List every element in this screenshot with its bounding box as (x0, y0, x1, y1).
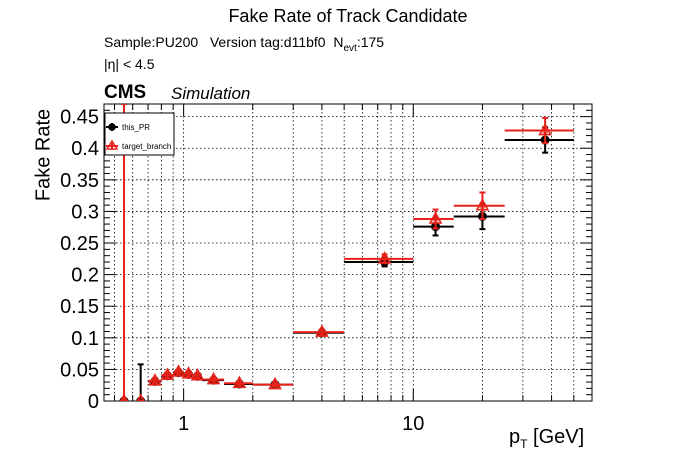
data-point-overlay (184, 370, 193, 378)
x-axis-label-main: p (509, 426, 521, 448)
nevt-symbol: N (333, 34, 344, 50)
nevt-subscript: evt (343, 42, 357, 54)
series-target_branch (119, 104, 574, 401)
y-tick-label: 0.4 (71, 138, 99, 160)
chart-subtitle: Sample:PU200 Version tag:d11bf0 Nevt:175 (104, 34, 384, 54)
cms-label: CMS (104, 82, 147, 103)
legend: this_PR target_branch (104, 112, 175, 156)
y-tick-label: 0.35 (60, 170, 99, 192)
data-point-overlay (478, 202, 487, 210)
data-point-overlay (209, 375, 218, 384)
data-point-overlay (271, 380, 279, 389)
data-point-overlay (318, 328, 326, 336)
chart-title: Fake Rate of Track Candidate (228, 6, 468, 26)
y-tick-label: 0.1 (71, 328, 99, 350)
y-tick-label: 0.2 (71, 265, 99, 287)
x-tick-label: 1 (178, 413, 189, 435)
plot-frame (103, 103, 593, 402)
data-point-overlay (381, 255, 389, 263)
x-axis-label-unit: [GeV] (527, 426, 585, 448)
eta-cut-label: |η| < 4.5 (104, 56, 155, 72)
legend-label: this_PR (122, 123, 150, 132)
legend-marker (108, 123, 116, 131)
data-point-overlay (137, 397, 145, 401)
data-point-overlay (120, 397, 128, 401)
y-tick-label: 0.15 (60, 296, 99, 318)
y-tick-label: 0.25 (60, 233, 99, 255)
version-tag-label: Version tag:d11bf0 (209, 34, 326, 50)
y-tick-label: 0.45 (60, 107, 99, 129)
x-axis-label-sub: T (520, 437, 528, 451)
data-point-overlay (431, 215, 440, 223)
sample-label: Sample:PU200 (104, 34, 199, 50)
y-tick-label: 0.3 (71, 201, 99, 223)
simulation-label: Simulation (171, 84, 251, 103)
data-point-overlay (151, 377, 159, 385)
x-axis-label: pT [GeV] (509, 426, 584, 451)
legend-label: target_branch (122, 142, 171, 151)
x-tick-label: 10 (402, 413, 424, 435)
legend-marker (105, 139, 119, 150)
series-this_PR (119, 126, 574, 401)
y-tick-label: 0 (88, 391, 99, 413)
nevt-value: :175 (356, 34, 385, 50)
data-point-overlay (174, 368, 183, 376)
series-overlay (120, 126, 549, 401)
data-point-overlay (193, 372, 202, 380)
data-point-overlay (163, 371, 172, 379)
y-tick-label: 0.05 (60, 359, 99, 381)
data-point-overlay (235, 379, 244, 387)
data-point-overlay (541, 126, 549, 135)
